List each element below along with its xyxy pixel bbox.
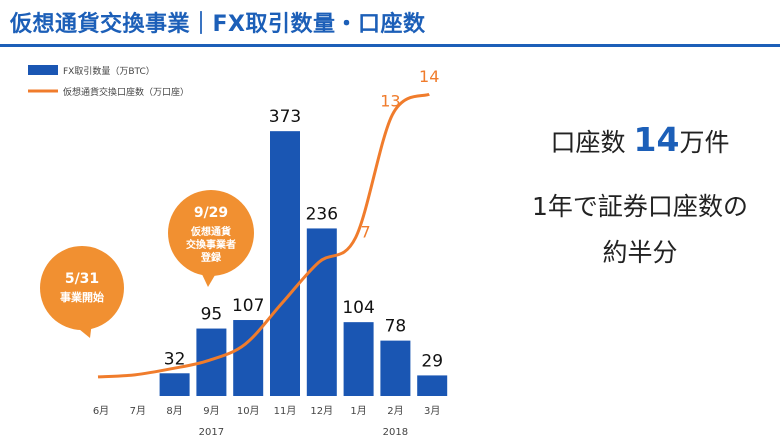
year-label-2: 2018 xyxy=(383,427,408,438)
legend-bar-swatch xyxy=(28,65,58,75)
x-tick-label-6: 11月 xyxy=(274,405,297,417)
summary-accounts-label: 口座数 xyxy=(550,128,626,157)
line-value-label-9: 13 xyxy=(380,92,400,111)
callout-launch-date: 5/31 xyxy=(65,271,99,287)
x-tick-label-5: 10月 xyxy=(237,405,260,417)
callout-registration-line2: 交換事業者 xyxy=(186,238,236,251)
bar-value-label-9: 78 xyxy=(385,317,407,337)
bar-value-label-7: 236 xyxy=(306,204,338,224)
bar-9 xyxy=(380,340,411,396)
bar-value-label-8: 104 xyxy=(342,298,374,318)
year-label-1: 2017 xyxy=(199,427,224,438)
summary-line-3: 約半分 xyxy=(602,238,678,267)
bar-7 xyxy=(306,228,337,396)
line-value-labels: 7 13 14 xyxy=(361,67,440,241)
bar-6 xyxy=(270,131,300,397)
callout-registration-line3: 登録 xyxy=(200,251,222,264)
x-tick-label-7: 12月 xyxy=(310,405,333,417)
chart-legend: FX取引数量（万BTC） 仮想通貨交換口座数（万口座） xyxy=(28,65,189,98)
x-tick-label-10: 3月 xyxy=(424,405,440,417)
bar-value-label-5: 107 xyxy=(232,296,264,316)
callout-registration: 9/29 仮想通貨 交換事業者 登録 xyxy=(168,190,254,287)
callout-launch-pointer xyxy=(74,322,92,338)
legend-line-label: 仮想通貨交換口座数（万口座） xyxy=(63,86,189,98)
x-tick-label-2: 7月 xyxy=(130,405,146,417)
bar-value-label-10: 29 xyxy=(421,351,443,371)
callout-registration-bubble xyxy=(168,190,254,276)
x-tick-label-8: 1月 xyxy=(350,405,366,417)
summary-accounts-unit: 万件 xyxy=(679,128,730,157)
callout-registration-date: 9/29 xyxy=(194,205,228,221)
summary-accounts-value: 14 xyxy=(633,120,680,159)
bar-8 xyxy=(343,322,374,396)
line-value-label-10: 14 xyxy=(419,67,439,86)
callout-launch-bubble xyxy=(40,246,124,330)
bar-value-label-3: 32 xyxy=(164,349,186,369)
accounts-line xyxy=(97,92,430,379)
callout-launch: 5/31 事業開始 xyxy=(40,246,124,338)
legend-bar-label: FX取引数量（万BTC） xyxy=(63,65,155,77)
title-divider xyxy=(0,44,780,47)
callout-launch-text: 事業開始 xyxy=(60,290,104,304)
line-value-label-8: 7 xyxy=(361,223,371,242)
x-tick-label-1: 6月 xyxy=(93,405,109,417)
x-tick-label-3: 8月 xyxy=(166,405,182,417)
page-title: 仮想通貨交換事業｜FX取引数量・口座数 xyxy=(10,12,426,37)
x-tick-label-9: 2月 xyxy=(387,405,403,417)
bar-10 xyxy=(417,375,448,396)
bar-value-labels: 32 95 107 373 236 104 78 29 xyxy=(164,107,443,371)
x-tick-label-4: 9月 xyxy=(203,405,219,417)
summary-line-1: 口座数 14万件 xyxy=(505,120,775,159)
bar-value-label-4: 95 xyxy=(201,305,223,325)
callout-registration-pointer xyxy=(200,270,218,287)
callout-registration-line1: 仮想通貨 xyxy=(190,225,231,238)
bar-3 xyxy=(159,373,190,396)
summary-line-2: 1年で証券口座数の xyxy=(532,192,748,221)
bar-value-label-6: 373 xyxy=(269,107,301,127)
x-axis-year-labels: 2017 2018 xyxy=(199,427,408,438)
x-axis-tick-labels: 6月 7月 8月 9月 10月 11月 12月 1月 2月 3月 xyxy=(93,405,441,417)
